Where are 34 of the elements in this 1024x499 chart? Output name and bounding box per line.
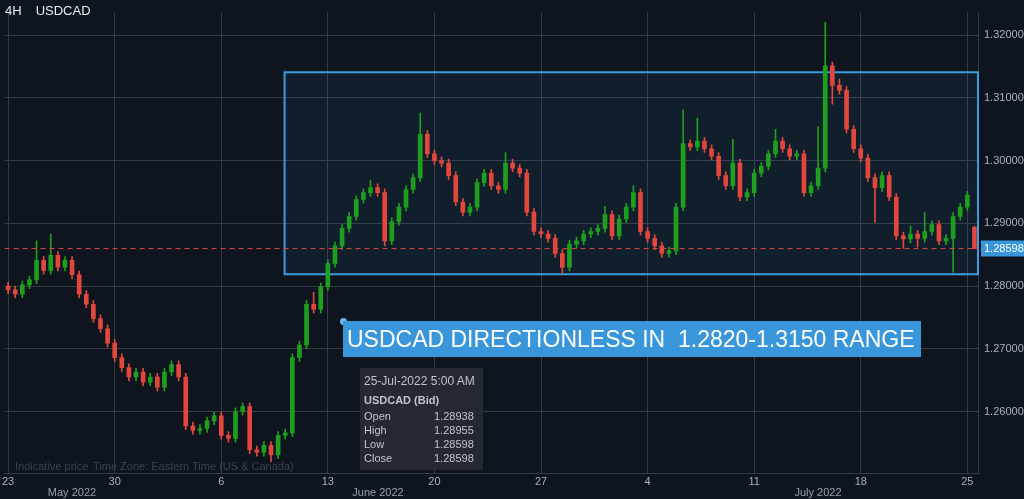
annotation: 1.28955 <box>434 424 474 436</box>
text: June 2022 <box>352 486 404 498</box>
annotation: 1.28598 <box>434 438 474 450</box>
x-tick-label: 4 <box>644 474 651 487</box>
y-tick-label: 1.30000 <box>984 153 1024 166</box>
y-tick-label: 1.27000 <box>984 341 1024 354</box>
annotation: Low <box>364 438 385 450</box>
annotation: USDCAD DIRECTIONLESS IN 1.2820-1.3150 RANGE <box>343 321 921 357</box>
x-tick-label: 20 <box>428 474 441 487</box>
y-tick-label: 1.26000 <box>984 404 1024 417</box>
chart-title: USDCAD <box>35 3 91 18</box>
x-tick-label: 23 <box>1 474 15 487</box>
annotation: USDCAD (Bid) <box>364 394 440 406</box>
annotation: 1.28938 <box>434 410 474 422</box>
annotation: 1.28598 <box>434 452 474 464</box>
annotation: Close <box>364 452 393 464</box>
chart-subtitle: 4H <box>5 3 22 18</box>
x-tick-label: 6 <box>218 474 225 487</box>
x-tick-label: 30 <box>108 474 121 487</box>
ref-line-label: 1.28598 <box>984 241 1024 254</box>
y-tick-label: 1.31000 <box>984 90 1024 103</box>
annotation: High <box>364 424 387 436</box>
annotation: 25-Jul-2022 5:00 AM <box>364 374 475 388</box>
y-tick-label: 1.32000 <box>984 28 1024 41</box>
y-tick-label: 1.28000 <box>984 279 1024 292</box>
x-tick-label: 25 <box>961 474 974 487</box>
x-tick-label: 27 <box>534 474 548 487</box>
x-tick-label: 18 <box>854 474 867 487</box>
y-tick-label: 1.29000 <box>984 216 1024 229</box>
text: May 2022 <box>47 486 97 498</box>
annotation: Open <box>364 410 391 422</box>
x-tick-label: 13 <box>321 474 334 487</box>
x-tick-label: 11 <box>748 474 760 487</box>
text: July 2022 <box>794 486 842 498</box>
